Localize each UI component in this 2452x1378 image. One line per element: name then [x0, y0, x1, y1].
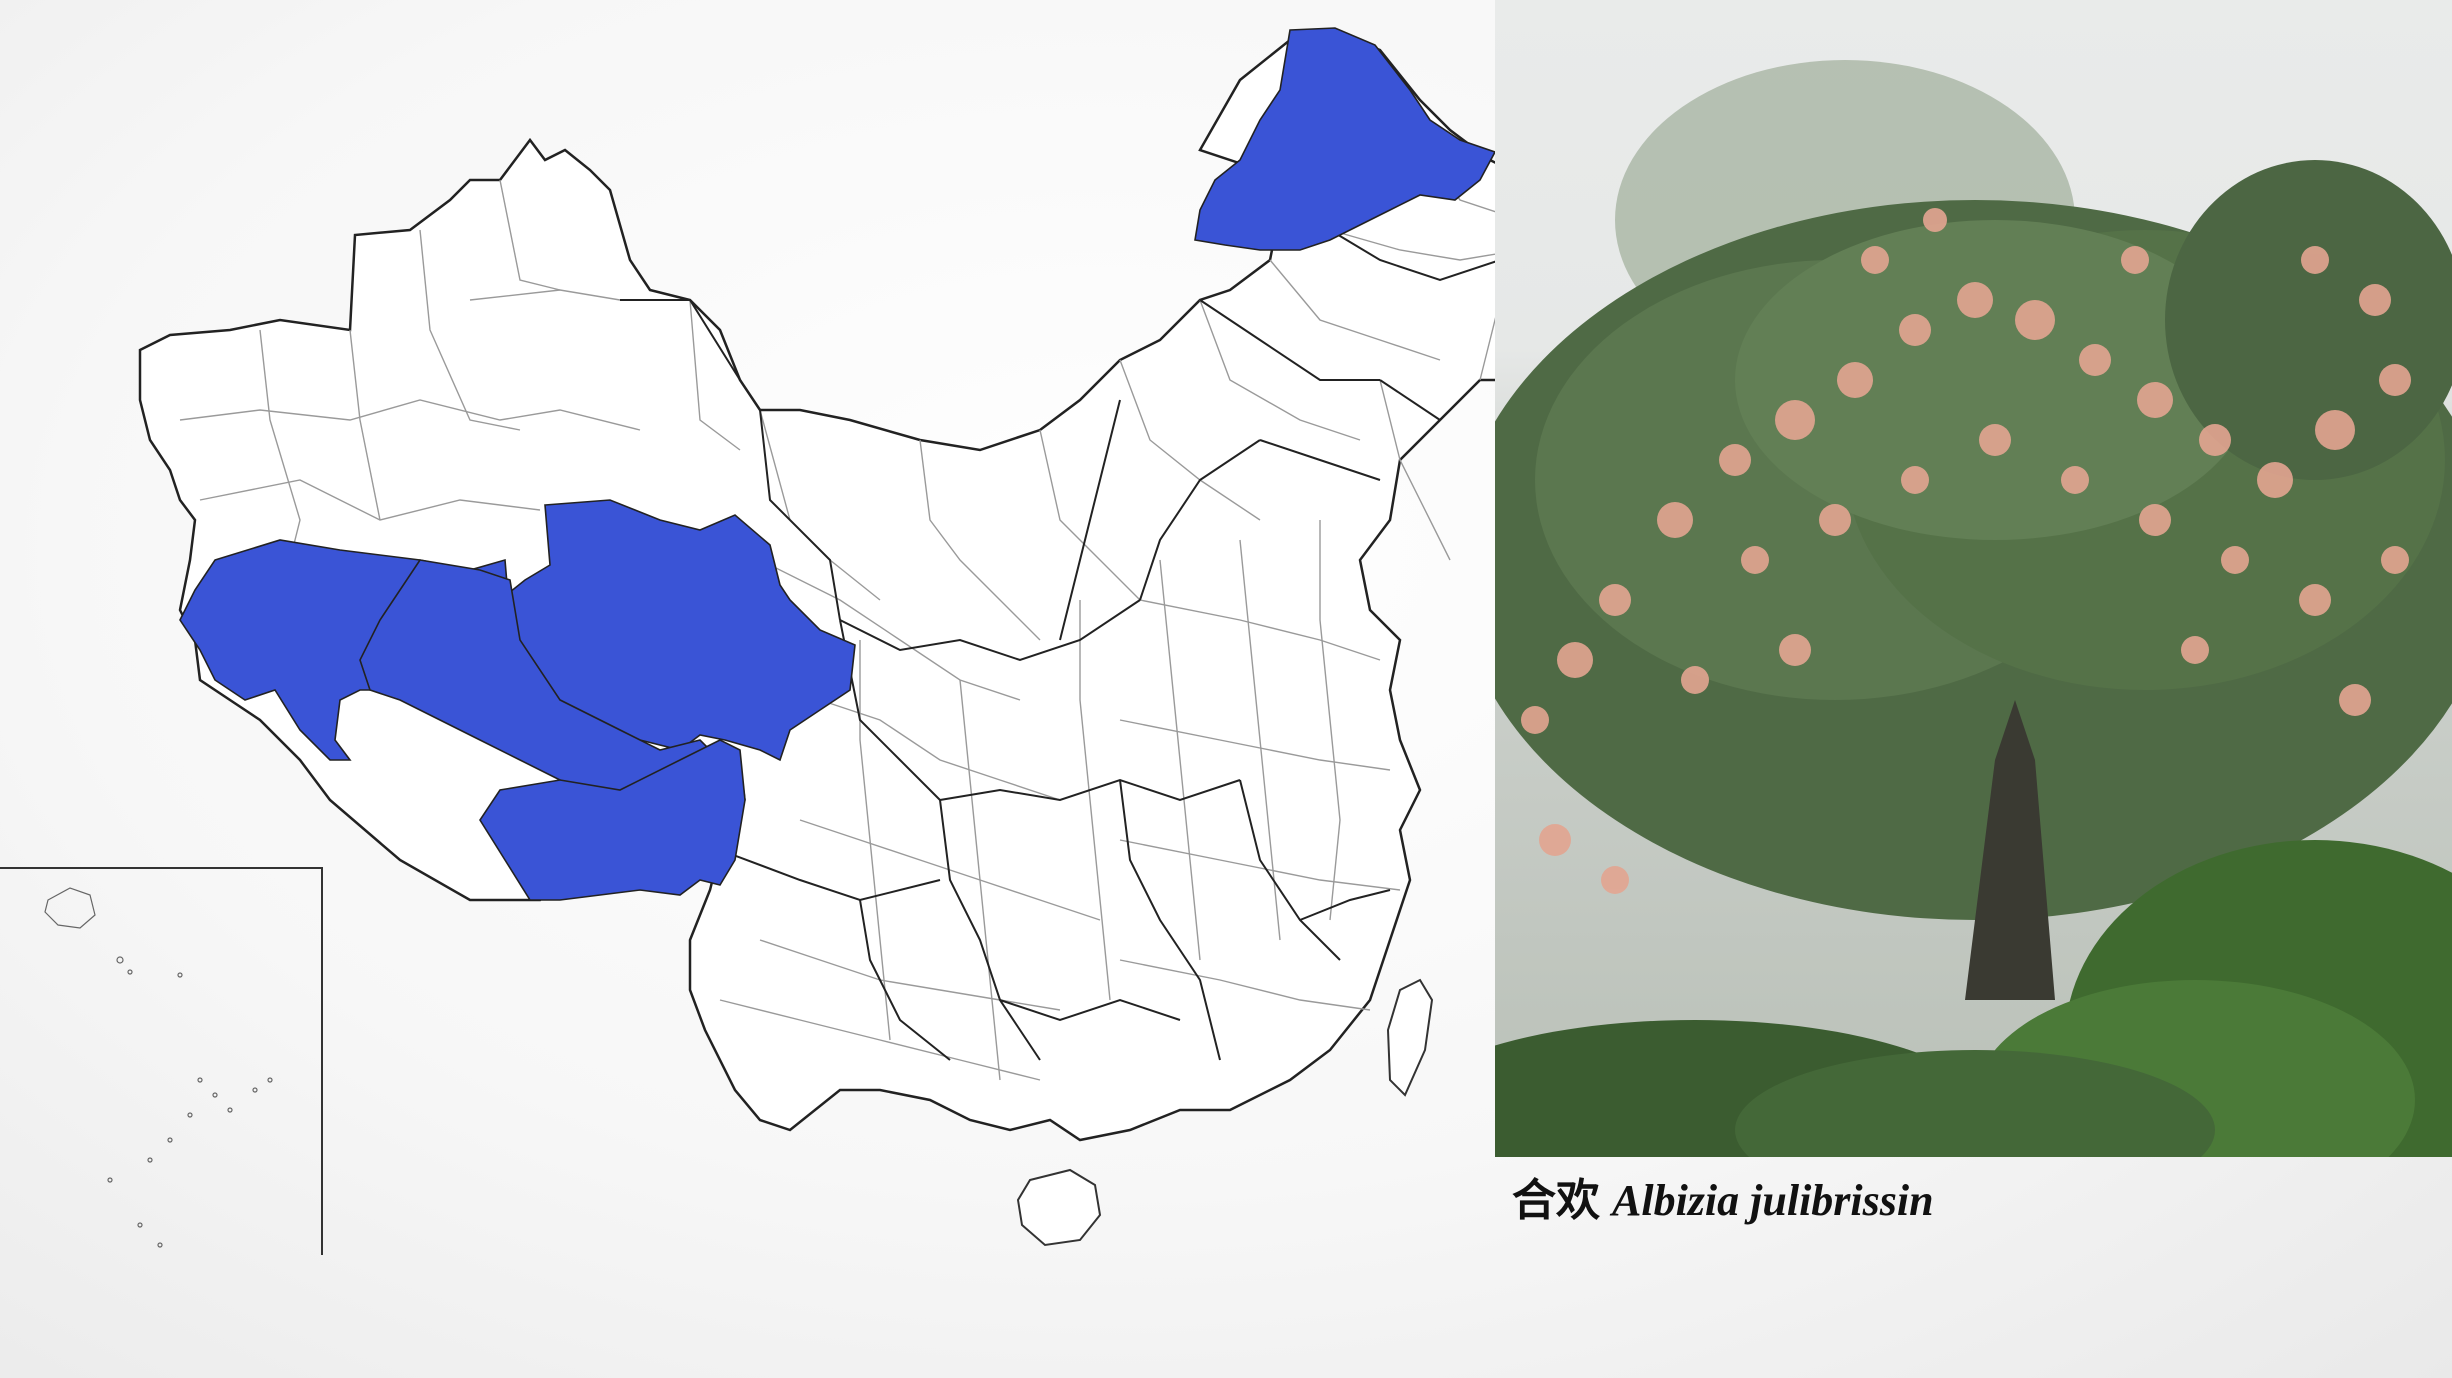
- trunk: [1965, 700, 2055, 1000]
- inset-islands: [44, 887, 273, 1248]
- region-tibet-eastern: [479, 739, 746, 901]
- province-borders: [620, 229, 1495, 1061]
- hainan-outline: [1016, 1168, 1102, 1247]
- taiwan-outline: [1386, 978, 1434, 1097]
- chinese-name: 合欢: [1512, 1176, 1600, 1225]
- region-north-hulunbuir: [1194, 27, 1495, 251]
- plant-photo: [1495, 0, 2452, 1157]
- inset-map-frame: [0, 867, 323, 1255]
- pink-blossoms: [1521, 208, 2411, 894]
- scientific-name: Albizia julibrissin: [1612, 1176, 1934, 1225]
- inset-hainan: [44, 887, 96, 929]
- china-map-svg: [44, 27, 1495, 1248]
- species-caption: 合欢 Albizia julibrissin: [1512, 1164, 1934, 1225]
- distribution-map: [0, 27, 1495, 1255]
- tree-photo-svg: [1495, 60, 2452, 1157]
- highlighted-regions: [179, 27, 1495, 901]
- prefecture-borders: [179, 139, 1495, 1081]
